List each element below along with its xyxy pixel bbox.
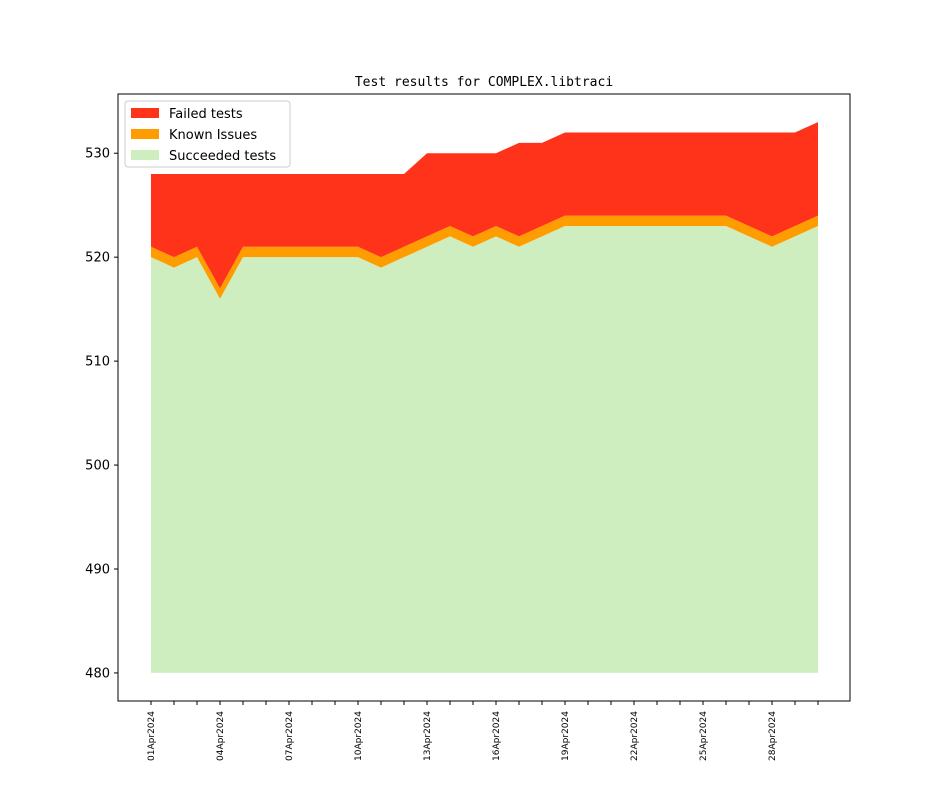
legend-label: Succeeded tests — [169, 149, 276, 164]
x-tick-label: 19Apr2024 — [561, 711, 571, 761]
x-tick-label: 25Apr2024 — [699, 711, 709, 761]
legend-label: Known Issues — [169, 128, 257, 143]
x-tick-label: 04Apr2024 — [216, 711, 226, 761]
x-tick-label: 10Apr2024 — [354, 711, 364, 761]
area — [151, 122, 818, 289]
area — [151, 215, 818, 299]
y-tick-label: 510 — [85, 355, 110, 370]
y-tick-label: 490 — [85, 562, 110, 577]
legend-swatch — [131, 129, 159, 139]
x-tick-label: 28Apr2024 — [768, 711, 778, 761]
legend: Failed tests Known Issues Succeeded tests — [124, 100, 291, 168]
x-tick-label: 16Apr2024 — [492, 711, 502, 761]
y-tick-label: 480 — [85, 666, 110, 681]
x-tick-label: 13Apr2024 — [423, 711, 433, 761]
legend-frame — [124, 100, 291, 168]
legend-swatch — [131, 150, 159, 160]
y-tick-label: 520 — [85, 251, 110, 266]
y-tick-label: 500 — [85, 459, 110, 474]
plot-frame — [117, 93, 851, 702]
chart-title: Test results for COMPLEX.libtraci — [355, 75, 613, 90]
y-tick-label: 530 — [85, 147, 110, 162]
x-tick-label: 07Apr2024 — [285, 711, 295, 761]
x-tick-label: 22Apr2024 — [630, 711, 640, 761]
legend-label: Failed tests — [169, 107, 243, 122]
area — [151, 226, 818, 673]
x-tick-label: 01Apr2024 — [147, 711, 157, 761]
legend-swatch — [131, 108, 159, 118]
